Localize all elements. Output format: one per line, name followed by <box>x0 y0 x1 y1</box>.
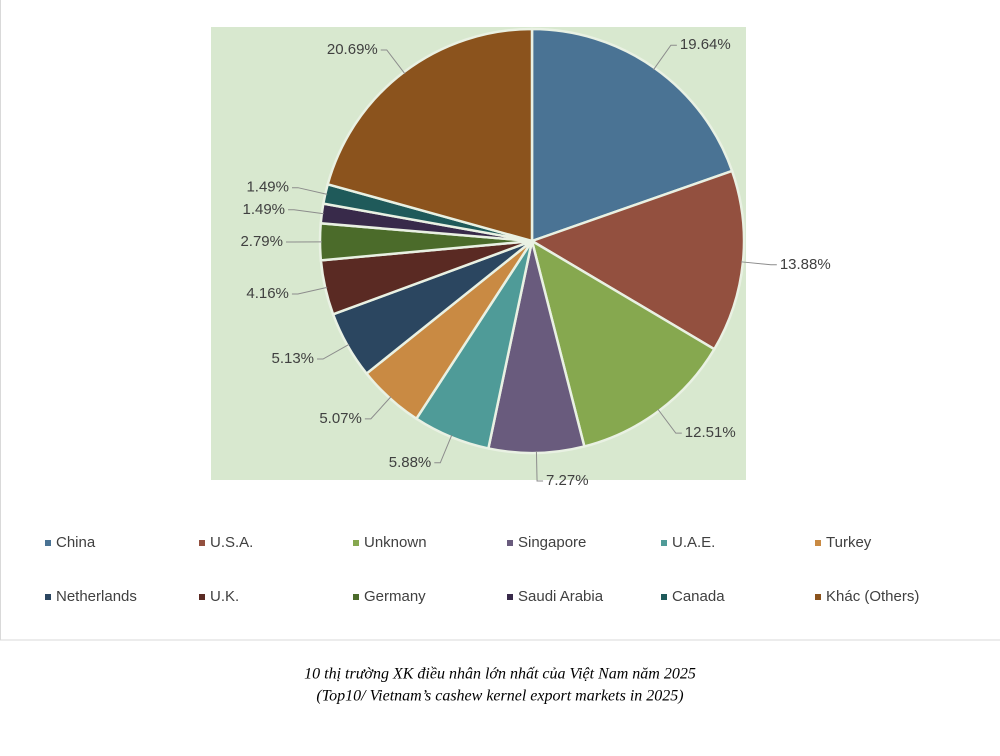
legend-label: Unknown <box>364 534 427 551</box>
legend-marker <box>199 540 205 546</box>
legend-label: Canada <box>672 588 725 605</box>
legend-marker <box>815 594 821 600</box>
legend-label: Turkey <box>826 534 872 551</box>
legend-label: U.S.A. <box>210 534 253 551</box>
data-label: 5.13% <box>271 350 314 367</box>
legend-label: Germany <box>364 588 426 605</box>
legend-label: Singapore <box>518 534 586 551</box>
legend-label: China <box>56 534 96 551</box>
data-label: 5.07% <box>319 410 362 427</box>
caption-line: 10 thị trường XK điều nhân lớn nhất của … <box>304 666 696 683</box>
legend-marker <box>507 540 513 546</box>
legend-label: U.K. <box>210 588 239 605</box>
data-label: 13.88% <box>780 256 831 273</box>
data-label: 7.27% <box>546 472 589 489</box>
data-label: 5.88% <box>389 454 432 471</box>
caption-line: (Top10/ Vietnam’s cashew kernel export m… <box>316 688 683 705</box>
data-label: 1.49% <box>242 201 285 218</box>
legend-label: Khác (Others) <box>826 588 919 605</box>
data-label: 4.16% <box>246 285 289 302</box>
legend-label: Netherlands <box>56 588 137 605</box>
data-label: 2.79% <box>240 233 283 250</box>
legend-marker <box>815 540 821 546</box>
legend-marker <box>45 540 51 546</box>
legend-marker <box>507 594 513 600</box>
data-label: 1.49% <box>246 179 289 196</box>
legend-marker <box>353 594 359 600</box>
legend-marker <box>661 594 667 600</box>
legend-marker <box>661 540 667 546</box>
legend-marker <box>45 594 51 600</box>
legend-marker <box>353 540 359 546</box>
data-label: 19.64% <box>680 36 731 53</box>
data-label: 12.51% <box>685 424 736 441</box>
legend-marker <box>199 594 205 600</box>
legend-label: Saudi Arabia <box>518 588 604 605</box>
data-label: 20.69% <box>327 41 378 58</box>
legend-label: U.A.E. <box>672 534 715 551</box>
